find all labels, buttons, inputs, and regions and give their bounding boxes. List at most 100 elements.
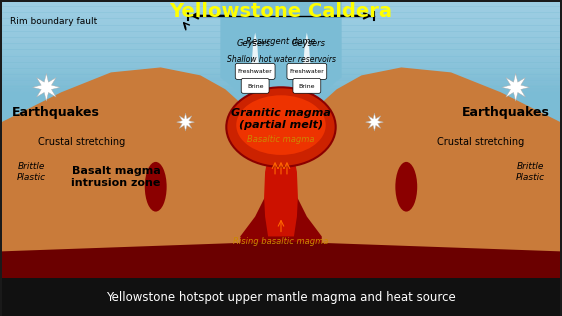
Text: Freshwater: Freshwater <box>238 69 273 74</box>
Polygon shape <box>365 113 383 131</box>
Bar <box>2 64 560 65</box>
Text: Geysers: Geysers <box>292 39 326 47</box>
Bar <box>2 89 560 90</box>
Bar <box>2 75 560 76</box>
Bar <box>2 13 560 14</box>
Bar <box>2 84 560 85</box>
Polygon shape <box>176 113 194 131</box>
Polygon shape <box>2 67 560 316</box>
Bar <box>2 4 560 5</box>
Bar <box>2 70 560 71</box>
Bar <box>2 1 560 2</box>
Bar <box>2 91 560 93</box>
Bar <box>2 45 560 46</box>
Bar <box>2 82 560 83</box>
Bar <box>2 87 560 88</box>
Bar <box>2 93 560 94</box>
Ellipse shape <box>226 87 336 167</box>
Bar <box>2 30 560 32</box>
Text: Brittle
Plastic: Brittle Plastic <box>516 162 545 181</box>
Polygon shape <box>2 236 560 316</box>
Bar <box>2 41 560 42</box>
Text: Brine: Brine <box>298 84 315 89</box>
Text: Earthquakes: Earthquakes <box>12 106 100 119</box>
Bar <box>2 79 560 81</box>
Bar <box>2 54 560 56</box>
Bar <box>2 2 560 3</box>
Text: Brine: Brine <box>247 84 264 89</box>
Text: Shallow hot water reservoirs: Shallow hot water reservoirs <box>226 55 336 64</box>
Bar <box>2 8 560 9</box>
Bar <box>2 56 560 57</box>
Polygon shape <box>264 147 298 236</box>
Polygon shape <box>33 73 60 101</box>
Bar <box>2 36 560 38</box>
Bar <box>2 21 560 22</box>
Bar <box>2 76 560 77</box>
FancyBboxPatch shape <box>235 64 275 79</box>
Bar <box>2 33 560 34</box>
Bar <box>2 40 560 41</box>
Text: Granitic magma
(partial melt): Granitic magma (partial melt) <box>231 108 331 130</box>
Bar <box>2 29 560 30</box>
Bar <box>2 11 560 13</box>
Bar <box>2 42 560 44</box>
Bar <box>2 63 560 64</box>
Bar <box>2 28 560 29</box>
Bar <box>2 44 560 45</box>
Ellipse shape <box>236 95 326 155</box>
Bar <box>2 14 560 15</box>
Bar <box>2 278 560 316</box>
Ellipse shape <box>232 124 330 154</box>
Bar <box>2 34 560 35</box>
Ellipse shape <box>145 162 167 212</box>
FancyBboxPatch shape <box>287 64 327 79</box>
Bar <box>2 38 560 39</box>
Bar <box>2 52 560 53</box>
Bar <box>2 32 560 33</box>
Bar <box>2 35 560 36</box>
Bar <box>2 20 560 21</box>
Polygon shape <box>302 33 312 77</box>
Bar <box>2 78 560 79</box>
Bar <box>2 58 560 59</box>
FancyBboxPatch shape <box>293 78 321 93</box>
Bar <box>2 26 560 27</box>
Polygon shape <box>2 2 560 227</box>
Bar <box>2 77 560 78</box>
Bar <box>2 71 560 72</box>
Text: Basaltic magma: Basaltic magma <box>247 135 315 143</box>
Bar <box>2 95 560 96</box>
Polygon shape <box>240 145 322 316</box>
Text: Geysers: Geysers <box>236 39 270 47</box>
Text: Earthquakes: Earthquakes <box>462 106 550 119</box>
FancyBboxPatch shape <box>241 78 269 93</box>
Text: Freshwater: Freshwater <box>289 69 324 74</box>
Bar <box>2 90 560 91</box>
Bar <box>2 81 560 82</box>
Bar <box>2 16 560 17</box>
Bar <box>2 50 560 51</box>
Bar <box>2 83 560 84</box>
Polygon shape <box>250 33 260 77</box>
Text: Rim boundary fault: Rim boundary fault <box>10 17 97 26</box>
Bar <box>2 27 560 28</box>
Ellipse shape <box>395 162 417 212</box>
Text: Yellowstone hotspot upper mantle magma and heat source: Yellowstone hotspot upper mantle magma a… <box>106 291 456 304</box>
Bar <box>2 19 560 20</box>
Bar <box>2 65 560 66</box>
Text: Crustal stretching: Crustal stretching <box>38 137 125 147</box>
Bar <box>2 59 560 60</box>
Bar <box>2 24 560 26</box>
Text: Brittle
Plastic: Brittle Plastic <box>17 162 46 181</box>
Bar <box>2 88 560 89</box>
Bar <box>2 22 560 23</box>
Bar <box>2 48 560 50</box>
Bar <box>2 94 560 95</box>
Bar <box>2 61 560 63</box>
Bar <box>2 69 560 70</box>
Bar <box>2 66 560 67</box>
Bar <box>2 10 560 11</box>
Bar <box>2 53 560 54</box>
Bar <box>2 85 560 87</box>
